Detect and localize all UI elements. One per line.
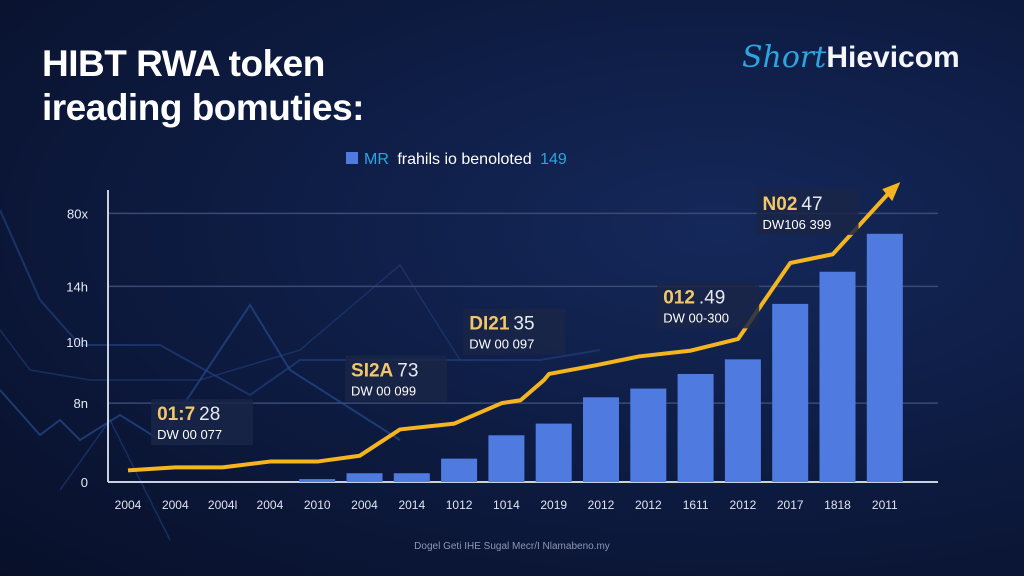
title-line-2: ireading bomuties: bbox=[42, 87, 364, 128]
annotation-main: 012.49 bbox=[663, 287, 725, 308]
bar bbox=[441, 458, 478, 482]
y-tick-label: 10h bbox=[66, 335, 88, 350]
legend: MR frahils io benoloted 149 bbox=[346, 151, 567, 168]
annotation-code: 012 bbox=[663, 287, 695, 308]
y-tick-label: 0 bbox=[81, 475, 88, 490]
y-tick-label: 14h bbox=[66, 279, 88, 294]
annotation-box bbox=[756, 188, 859, 235]
bar bbox=[724, 359, 761, 482]
bar bbox=[866, 233, 903, 482]
x-tick-label: 2014 bbox=[398, 498, 425, 512]
x-tick-label: 2012 bbox=[730, 498, 757, 512]
svg-text:MR frahils io benoloted: MR frahils io benoloted 149 bbox=[364, 151, 567, 168]
x-tick-label: 1014 bbox=[493, 498, 520, 512]
annotation-code: DI21 bbox=[469, 314, 510, 335]
logo-wordmark: Hievicom bbox=[826, 41, 960, 74]
data-annotation: DI21 35 DW 00 097 bbox=[463, 308, 566, 355]
x-tick-label: 2019 bbox=[540, 498, 567, 512]
x-tick-label: 1012 bbox=[446, 498, 473, 512]
y-tick-label: 80x bbox=[67, 206, 88, 221]
annotation-main: DI21 35 bbox=[469, 314, 534, 335]
x-tick-label: 2010 bbox=[304, 498, 331, 512]
x-tick-label: 2017 bbox=[777, 498, 804, 512]
bar bbox=[583, 397, 619, 482]
bar bbox=[346, 473, 383, 482]
bar bbox=[819, 271, 856, 482]
annotation-sub: DW 00-300 bbox=[663, 310, 729, 325]
x-tick-label: 2004 bbox=[115, 498, 142, 512]
legend-suffix: 149 bbox=[540, 151, 567, 168]
annotation-sub: DW 00 097 bbox=[469, 337, 534, 352]
data-annotation: 012.49 DW 00-300 bbox=[657, 282, 760, 329]
bar bbox=[630, 388, 667, 482]
source-footnote: Dogel Geti IHE Sugal Mecr/I Nlamabeno.my bbox=[414, 541, 610, 552]
bar bbox=[772, 303, 809, 482]
annotation-number: 73 bbox=[397, 360, 418, 381]
x-tick-label: 2012 bbox=[588, 498, 615, 512]
trend-arrow-icon bbox=[882, 182, 901, 202]
brand-logo: ShortHievicom bbox=[742, 40, 960, 75]
x-tick-label: 2004 bbox=[257, 498, 284, 512]
annotation-box bbox=[463, 308, 566, 355]
legend-label: frahils io benoloted bbox=[397, 151, 531, 168]
title-line-1: HIBT RWA token bbox=[42, 43, 325, 84]
annotation-code: SI2A bbox=[351, 360, 394, 381]
annotation-sub: DW106 399 bbox=[763, 217, 832, 232]
annotation-sub: DW 00 099 bbox=[351, 383, 416, 398]
bar bbox=[488, 435, 525, 482]
legend-prefix: MR bbox=[364, 151, 389, 168]
annotation-main: SI2A 73 bbox=[351, 360, 418, 381]
chart-title: HIBT RWA token ireading bomuties: bbox=[42, 42, 364, 130]
x-tick-label: 2004 bbox=[351, 498, 378, 512]
annotation-number: 47 bbox=[801, 194, 822, 215]
annotation-box bbox=[151, 399, 254, 446]
trend-line bbox=[127, 185, 896, 473]
annotation-box bbox=[657, 282, 760, 329]
x-tick-label: 2004 bbox=[162, 498, 189, 512]
data-annotation: N02 47 DW106 399 bbox=[756, 188, 859, 235]
x-tick-label: 2011 bbox=[872, 498, 898, 512]
annotation-number: 35 bbox=[513, 314, 534, 335]
annotation-code: N02 bbox=[763, 194, 798, 215]
annotation-number: .49 bbox=[699, 287, 725, 308]
x-tick-label: 2004l bbox=[208, 498, 237, 512]
annotation-box bbox=[345, 355, 448, 402]
bar bbox=[677, 373, 714, 482]
bar bbox=[393, 473, 430, 482]
bar bbox=[535, 423, 572, 482]
background-decoration bbox=[0, 209, 601, 541]
annotation-sub: DW 00 077 bbox=[157, 427, 222, 442]
y-tick-label: 8n bbox=[74, 396, 88, 411]
x-tick-label: 2012 bbox=[635, 498, 662, 512]
annotation-main: N02 47 bbox=[763, 194, 823, 215]
annotation-number: 28 bbox=[199, 404, 220, 425]
logo-script: Short bbox=[742, 40, 827, 75]
bar bbox=[299, 479, 336, 482]
data-annotation: SI2A 73 DW 00 099 bbox=[345, 355, 448, 402]
annotation-main: 01:7 28 bbox=[157, 404, 220, 425]
x-tick-label: 1818 bbox=[824, 498, 851, 512]
annotation-code: 01:7 bbox=[157, 404, 195, 425]
legend-swatch bbox=[346, 152, 358, 164]
data-annotation: 01:7 28 DW 00 077 bbox=[151, 399, 254, 446]
x-tick-label: 1611 bbox=[683, 498, 709, 512]
